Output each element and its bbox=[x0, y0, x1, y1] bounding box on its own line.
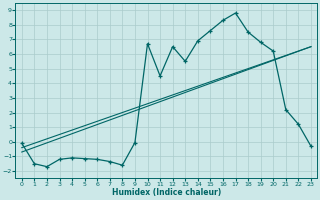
X-axis label: Humidex (Indice chaleur): Humidex (Indice chaleur) bbox=[112, 188, 221, 197]
